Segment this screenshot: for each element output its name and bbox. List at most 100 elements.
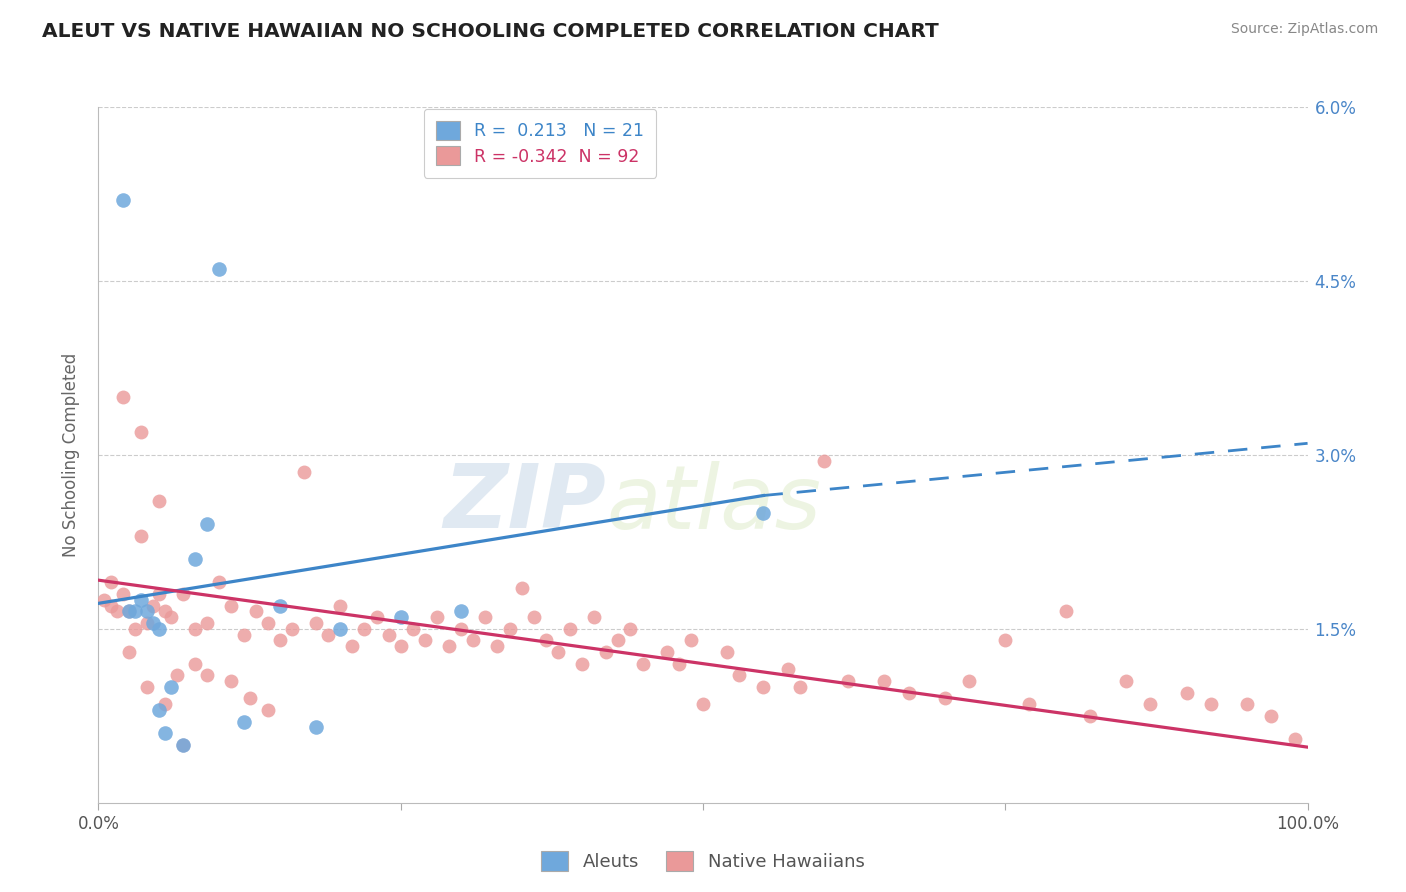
Point	[269, 599, 291, 613]
Point	[426, 610, 449, 624]
Point	[389, 639, 412, 653]
Point	[208, 262, 231, 277]
Point	[142, 615, 165, 630]
Point	[329, 599, 352, 613]
Point	[450, 622, 472, 636]
Point	[389, 610, 412, 624]
Point	[873, 674, 896, 689]
Point	[607, 633, 630, 648]
Point	[111, 390, 134, 404]
Point	[1139, 698, 1161, 712]
Point	[523, 610, 546, 624]
Point	[111, 193, 134, 207]
Point	[1260, 708, 1282, 723]
Point	[245, 605, 267, 619]
Point	[498, 622, 520, 636]
Point	[195, 615, 218, 630]
Point	[437, 639, 460, 653]
Point	[221, 599, 243, 613]
Point	[547, 645, 569, 659]
Point	[353, 622, 375, 636]
Point	[100, 599, 122, 613]
Point	[153, 726, 176, 740]
Point	[1115, 674, 1137, 689]
Point	[1018, 698, 1040, 712]
Point	[232, 628, 254, 642]
Point	[172, 738, 194, 752]
Point	[142, 599, 165, 613]
Point	[281, 622, 304, 636]
Point	[135, 605, 157, 619]
Point	[93, 592, 115, 607]
Point	[256, 703, 278, 717]
Text: ALEUT VS NATIVE HAWAIIAN NO SCHOOLING COMPLETED CORRELATION CHART: ALEUT VS NATIVE HAWAIIAN NO SCHOOLING CO…	[42, 22, 939, 41]
Legend: R =  0.213   N = 21, R = -0.342  N = 92: R = 0.213 N = 21, R = -0.342 N = 92	[423, 109, 657, 178]
Y-axis label: No Schooling Completed: No Schooling Completed	[62, 353, 80, 557]
Point	[329, 622, 352, 636]
Legend: Aleuts, Native Hawaiians: Aleuts, Native Hawaiians	[534, 844, 872, 879]
Point	[413, 633, 436, 648]
Point	[534, 633, 557, 648]
Point	[305, 721, 328, 735]
Point	[655, 645, 678, 659]
Point	[752, 506, 775, 520]
Point	[135, 680, 157, 694]
Point	[957, 674, 980, 689]
Point	[292, 466, 315, 480]
Point	[837, 674, 859, 689]
Point	[305, 615, 328, 630]
Point	[1078, 708, 1101, 723]
Point	[124, 605, 146, 619]
Text: ZIP: ZIP	[443, 460, 606, 547]
Point	[1054, 605, 1077, 619]
Point	[221, 674, 243, 689]
Point	[510, 582, 533, 596]
Point	[111, 587, 134, 601]
Point	[256, 615, 278, 630]
Point	[316, 628, 339, 642]
Point	[692, 698, 714, 712]
Point	[118, 605, 141, 619]
Point	[619, 622, 641, 636]
Text: atlas: atlas	[606, 460, 821, 547]
Point	[129, 529, 152, 543]
Point	[571, 657, 593, 671]
Point	[716, 645, 738, 659]
Point	[994, 633, 1017, 648]
Point	[105, 605, 128, 619]
Point	[135, 615, 157, 630]
Point	[934, 691, 956, 706]
Point	[129, 592, 152, 607]
Point	[129, 425, 152, 439]
Point	[728, 668, 751, 682]
Point	[269, 633, 291, 648]
Point	[342, 639, 364, 653]
Point	[486, 639, 509, 653]
Point	[118, 605, 141, 619]
Point	[679, 633, 702, 648]
Point	[153, 698, 176, 712]
Point	[148, 494, 170, 508]
Point	[558, 622, 581, 636]
Point	[1284, 731, 1306, 746]
Point	[160, 610, 183, 624]
Point	[195, 517, 218, 532]
Point	[1236, 698, 1258, 712]
Text: Source: ZipAtlas.com: Source: ZipAtlas.com	[1230, 22, 1378, 37]
Point	[166, 668, 188, 682]
Point	[148, 703, 170, 717]
Point	[668, 657, 690, 671]
Point	[583, 610, 606, 624]
Point	[377, 628, 399, 642]
Point	[897, 685, 920, 699]
Point	[813, 453, 835, 467]
Point	[789, 680, 811, 694]
Point	[172, 738, 194, 752]
Point	[184, 622, 207, 636]
Point	[118, 645, 141, 659]
Point	[160, 680, 183, 694]
Point	[776, 662, 799, 677]
Point	[595, 645, 617, 659]
Point	[366, 610, 388, 624]
Point	[148, 622, 170, 636]
